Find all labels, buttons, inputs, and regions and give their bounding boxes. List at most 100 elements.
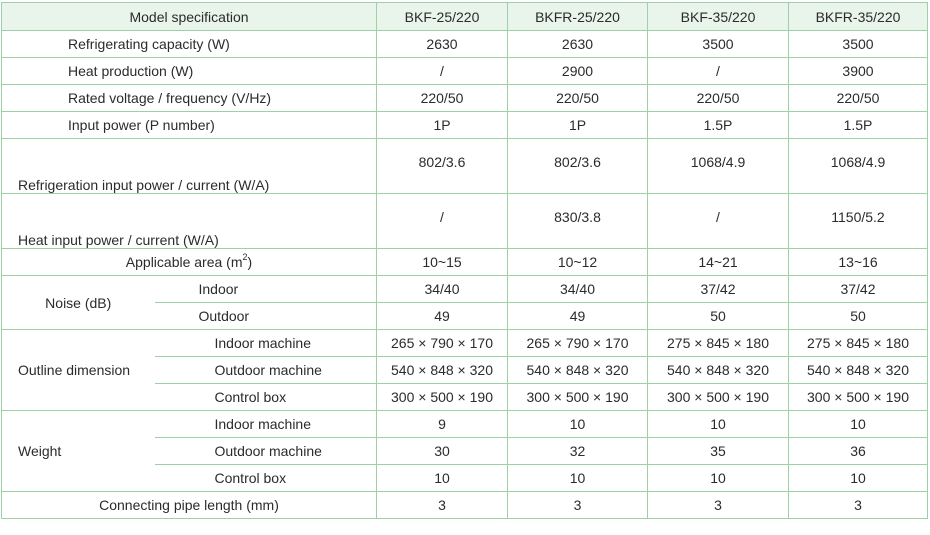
cell: 37/42 xyxy=(647,275,789,303)
model-header-3: BKF-35/220 xyxy=(647,2,789,31)
table-row: Heat input power / current (W/A) / 830/3… xyxy=(1,193,928,249)
cell: 30 xyxy=(376,437,508,465)
cell: 34/40 xyxy=(376,275,508,303)
cell: 1P xyxy=(376,111,508,139)
cell: 3 xyxy=(788,491,928,519)
cell: 10 xyxy=(647,410,789,438)
cell: 37/42 xyxy=(788,275,928,303)
cell: 2630 xyxy=(507,30,648,58)
cell: 802/3.6 xyxy=(376,138,508,194)
cell: / xyxy=(647,57,789,85)
cell: 1P xyxy=(507,111,648,139)
cell: 802/3.6 xyxy=(507,138,648,194)
sub-label: Indoor machine xyxy=(154,329,377,357)
cell: 10~12 xyxy=(507,248,648,276)
table-row: Weight Indoor machine 9 10 10 10 xyxy=(1,410,928,492)
cell: 10 xyxy=(376,464,508,492)
table-row: Outdoor machine 30 32 35 36 xyxy=(2,437,928,465)
cell: 220/50 xyxy=(647,84,789,112)
cell: 275 × 845 × 180 xyxy=(788,329,928,357)
cell: 10 xyxy=(788,410,928,438)
cell: / xyxy=(376,193,508,249)
row-label: Input power (P number) xyxy=(1,111,377,139)
group-label-weight: Weight xyxy=(1,410,155,492)
cell: 10 xyxy=(788,464,928,492)
model-header-1: BKF-25/220 xyxy=(376,2,508,31)
header-row: Model specification BKF-25/220 BKFR-25/2… xyxy=(1,2,928,31)
cell: 540 × 848 × 320 xyxy=(376,356,508,384)
cell: 3 xyxy=(376,491,508,519)
cell: / xyxy=(376,57,508,85)
cell: 50 xyxy=(788,302,928,330)
cell: 830/3.8 xyxy=(507,193,648,249)
cell: 300 × 500 × 190 xyxy=(788,383,928,411)
cell: 49 xyxy=(507,302,648,330)
model-header-4: BKFR-35/220 xyxy=(788,2,928,31)
sub-label: Outdoor machine xyxy=(154,437,377,465)
cell: 220/50 xyxy=(788,84,928,112)
cell: 265 × 790 × 170 xyxy=(376,329,508,357)
cell: 3900 xyxy=(788,57,928,85)
cell: 9 xyxy=(376,410,508,438)
cell: 265 × 790 × 170 xyxy=(507,329,648,357)
table-row: Connecting pipe length (mm) 3 3 3 3 xyxy=(1,491,928,519)
cell: 3 xyxy=(507,491,648,519)
sub-label: Control box xyxy=(154,464,377,492)
cell: 14~21 xyxy=(647,248,789,276)
row-label: Heat production (W) xyxy=(1,57,377,85)
cell: 3500 xyxy=(647,30,789,58)
table-row: Applicable area (m2) 10~15 10~12 14~21 1… xyxy=(1,248,928,276)
cell: 32 xyxy=(507,437,648,465)
cell: 35 xyxy=(647,437,789,465)
sub-label: Indoor xyxy=(154,275,377,303)
cell: 10 xyxy=(507,410,648,438)
table-row: Noise (dB) Indoor 34/40 34/40 37/42 37/4… xyxy=(1,275,928,330)
cell: 300 × 500 × 190 xyxy=(376,383,508,411)
group-label-noise: Noise (dB) xyxy=(1,275,155,330)
row-label: Connecting pipe length (mm) xyxy=(1,491,377,519)
cell: 10 xyxy=(647,464,789,492)
table-row: Rated voltage / frequency (V/Hz) 220/50 … xyxy=(1,84,928,112)
cell: 34/40 xyxy=(507,275,648,303)
row-label: Refrigerating capacity (W) xyxy=(1,30,377,58)
cell: 540 × 848 × 320 xyxy=(647,356,789,384)
cell: 3500 xyxy=(788,30,928,58)
cell: 275 × 845 × 180 xyxy=(647,329,789,357)
table-row: Input power (P number) 1P 1P 1.5P 1.5P xyxy=(1,111,928,139)
superscript-2: 2 xyxy=(242,252,248,262)
table-row: Outline dimension Indoor machine 265 × 7… xyxy=(1,329,928,411)
cell: 300 × 500 × 190 xyxy=(647,383,789,411)
row-label: Rated voltage / frequency (V/Hz) xyxy=(1,84,377,112)
cell: 540 × 848 × 320 xyxy=(788,356,928,384)
cell: 1150/5.2 xyxy=(788,193,928,249)
cell: 1.5P xyxy=(647,111,789,139)
row-label: Heat input power / current (W/A) xyxy=(1,193,377,249)
row-label: Refrigeration input power / current (W/A… xyxy=(1,138,377,194)
row-label: Applicable area (m2) xyxy=(1,248,377,276)
cell: 13~16 xyxy=(788,248,928,276)
cell: 3 xyxy=(647,491,789,519)
sub-label: Outdoor xyxy=(154,302,377,330)
specification-table: Model specification BKF-25/220 BKFR-25/2… xyxy=(1,2,928,519)
applicable-area-label: Applicable area (m xyxy=(125,254,243,270)
model-spec-header: Model specification xyxy=(1,2,377,31)
sub-label: Control box xyxy=(154,383,377,411)
cell: 1.5P xyxy=(788,111,928,139)
cell: 220/50 xyxy=(507,84,648,112)
cell: 10~15 xyxy=(376,248,508,276)
sub-label: Outdoor machine xyxy=(154,356,377,384)
cell: 540 × 848 × 320 xyxy=(507,356,648,384)
cell: 36 xyxy=(788,437,928,465)
cell: 300 × 500 × 190 xyxy=(507,383,648,411)
cell: 2630 xyxy=(376,30,508,58)
table-row: Refrigerating capacity (W) 2630 2630 350… xyxy=(1,30,928,58)
cell: 49 xyxy=(376,302,508,330)
cell: 10 xyxy=(507,464,648,492)
sub-label: Indoor machine xyxy=(154,410,377,438)
group-label-outline: Outline dimension xyxy=(1,329,155,411)
table-row: Heat production (W) / 2900 / 3900 xyxy=(1,57,928,85)
cell: 1068/4.9 xyxy=(788,138,928,194)
applicable-area-label-end: ) xyxy=(247,254,253,270)
model-header-2: BKFR-25/220 xyxy=(507,2,648,31)
cell: 1068/4.9 xyxy=(647,138,789,194)
